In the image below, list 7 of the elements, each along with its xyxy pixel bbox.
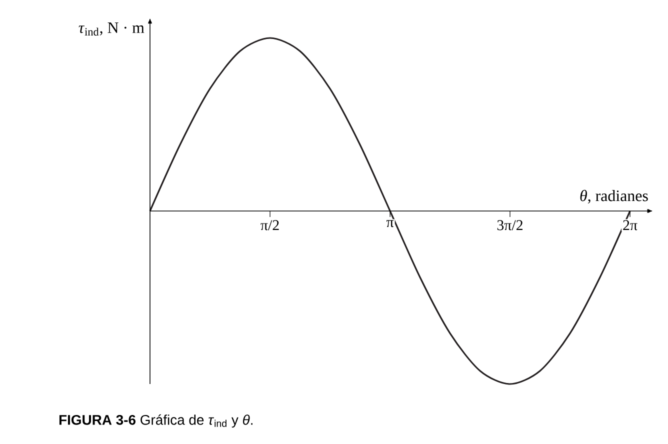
x-axis-title: θ, radianes bbox=[580, 190, 648, 204]
text: FIGURA 3-6 Gráfica de τ$_{ind}$ y θ. bbox=[59, 414, 252, 428]
x-tick-label: 2π bbox=[623, 220, 638, 230]
x-tick-label: 3π/2 bbox=[497, 220, 522, 230]
y-axis-title: τ$_{ind}$, N · m bbox=[78, 22, 144, 36]
x-tick-label: π bbox=[386, 220, 394, 228]
x-tick-label: π/2 bbox=[260, 220, 279, 230]
